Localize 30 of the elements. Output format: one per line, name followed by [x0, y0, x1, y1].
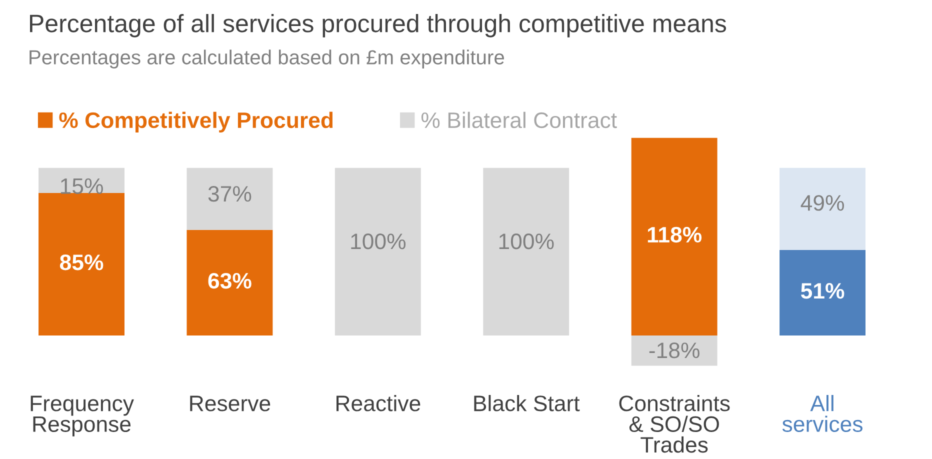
x-tick-label: Frequency Response	[30, 396, 134, 436]
bar	[186, 168, 273, 230]
chart-subtitle: Percentages are calculated based on £m expenditure	[30, 50, 504, 68]
data-label: 37%	[208, 186, 252, 202]
data-label: 63%	[208, 272, 252, 289]
bar	[186, 230, 273, 336]
bar	[631, 336, 718, 366]
bar	[483, 168, 570, 336]
chart-title: Percentage of all services procured through competitive means	[30, 14, 726, 38]
bar	[631, 138, 718, 336]
data-label: -18%	[649, 342, 700, 358]
data-label: 100%	[499, 234, 554, 250]
data-label: 51%	[800, 283, 844, 299]
bar	[38, 168, 124, 194]
data-label: 49%	[800, 195, 844, 211]
legend-label: % Competitively Procured	[59, 112, 333, 133]
data-label: 118%	[648, 226, 702, 243]
x-tick-label: Constraints & SO/SO Trades	[619, 394, 730, 453]
bar	[780, 168, 866, 250]
legend-label: % Bilateral Contract	[421, 112, 617, 128]
bar	[780, 250, 866, 336]
data-label: 15%	[60, 178, 103, 194]
x-tick-label: Black Start	[474, 394, 580, 412]
bar	[334, 168, 421, 336]
x-tick-label: Reserve	[190, 396, 270, 412]
data-label: 100%	[351, 234, 406, 250]
bar	[38, 193, 124, 336]
x-tick-label: All services	[782, 394, 862, 432]
data-label: 85%	[60, 254, 104, 270]
x-tick-label: Reactive	[336, 394, 420, 412]
